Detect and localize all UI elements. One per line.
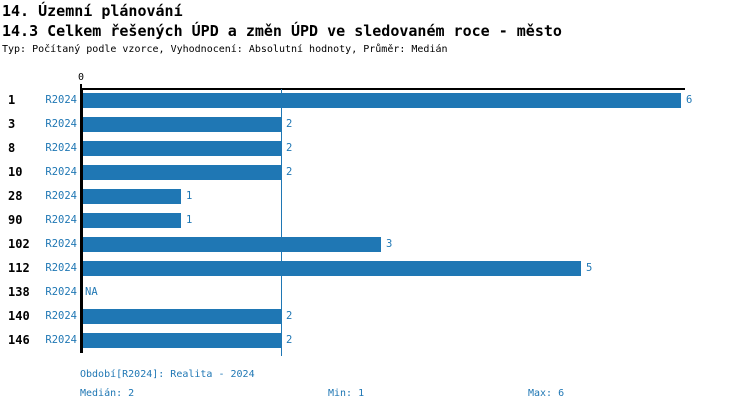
- chart-row: 28 R2024 1: [0, 184, 750, 208]
- row-series-label: R2024: [45, 166, 77, 178]
- bar-value-label: 1: [186, 214, 193, 226]
- row-category-label: 1: [8, 93, 16, 107]
- chart-meta-line: Typ: Počítaný podle vzorce, Vyhodnocení:…: [2, 44, 448, 55]
- bar-value-label: 3: [386, 238, 393, 250]
- row-series-label: R2024: [45, 334, 77, 346]
- chart-row: 102 R2024 3: [0, 232, 750, 256]
- bar-value-label: 2: [286, 310, 293, 322]
- bar-value-label: 2: [286, 334, 293, 346]
- footer-median-label: Medián: 2: [80, 388, 135, 399]
- footer-period-label: Období[R2024]: Realita - 2024: [80, 369, 255, 380]
- chart-row: 90 R2024 1: [0, 208, 750, 232]
- median-reference-line: [280, 89, 282, 356]
- row-category-label: 8: [8, 141, 16, 155]
- chart-row: 146 R2024 2: [0, 328, 750, 352]
- chart-rows: 1 R2024 6 3 R2024 2 8 R2024 2 10 R2024 2…: [0, 88, 750, 352]
- chart-subtitle: 14.3 Celkem řešených ÚPD a změn ÚPD ve s…: [2, 22, 562, 40]
- bar-value-label: 2: [286, 118, 293, 130]
- row-series-label: R2024: [45, 190, 77, 202]
- bar: [82, 332, 281, 348]
- row-series-label: R2024: [45, 94, 77, 106]
- bar-value-label: 1: [186, 190, 193, 202]
- bar-value-label: 2: [286, 142, 293, 154]
- row-series-label: R2024: [45, 214, 77, 226]
- bar: [82, 116, 281, 132]
- row-category-label: 112: [8, 261, 30, 275]
- bar-value-label: 5: [586, 262, 593, 274]
- bar: [82, 236, 381, 252]
- row-category-label: 102: [8, 237, 30, 251]
- chart-row: 1 R2024 6: [0, 88, 750, 112]
- bar: [82, 140, 281, 156]
- chart-row: 10 R2024 2: [0, 160, 750, 184]
- row-category-label: 90: [8, 213, 23, 227]
- row-category-label: 10: [8, 165, 23, 179]
- row-category-label: 28: [8, 189, 23, 203]
- chart-row: 138 R2024 NA: [0, 280, 750, 304]
- x-axis-zero-tick-mark: [80, 83, 82, 88]
- bar: [82, 260, 581, 276]
- bar-value-label: 6: [686, 94, 693, 106]
- footer-min-label: Min: 1: [328, 388, 365, 399]
- row-category-label: 138: [8, 285, 30, 299]
- row-series-label: R2024: [45, 286, 77, 298]
- x-axis-line: [80, 88, 685, 90]
- page-title: 14. Územní plánování: [2, 2, 183, 20]
- row-series-label: R2024: [45, 142, 77, 154]
- bar: [82, 164, 281, 180]
- footer-max-label: Max: 6: [528, 388, 565, 399]
- bar: [82, 188, 181, 204]
- row-category-label: 3: [8, 117, 16, 131]
- bar-value-label: NA: [85, 286, 98, 298]
- row-series-label: R2024: [45, 238, 77, 250]
- chart-row: 3 R2024 2: [0, 112, 750, 136]
- chart-row: 8 R2024 2: [0, 136, 750, 160]
- bar: [82, 212, 181, 228]
- bar: [82, 92, 681, 108]
- row-series-label: R2024: [45, 118, 77, 130]
- bar-value-label: 2: [286, 166, 293, 178]
- row-series-label: R2024: [45, 310, 77, 322]
- x-axis-zero-tick-label: 0: [77, 72, 85, 83]
- bar: [82, 308, 281, 324]
- chart-row: 112 R2024 5: [0, 256, 750, 280]
- row-category-label: 140: [8, 309, 30, 323]
- chart-row: 140 R2024 2: [0, 304, 750, 328]
- row-category-label: 146: [8, 333, 30, 347]
- y-axis-line: [80, 88, 83, 353]
- row-series-label: R2024: [45, 262, 77, 274]
